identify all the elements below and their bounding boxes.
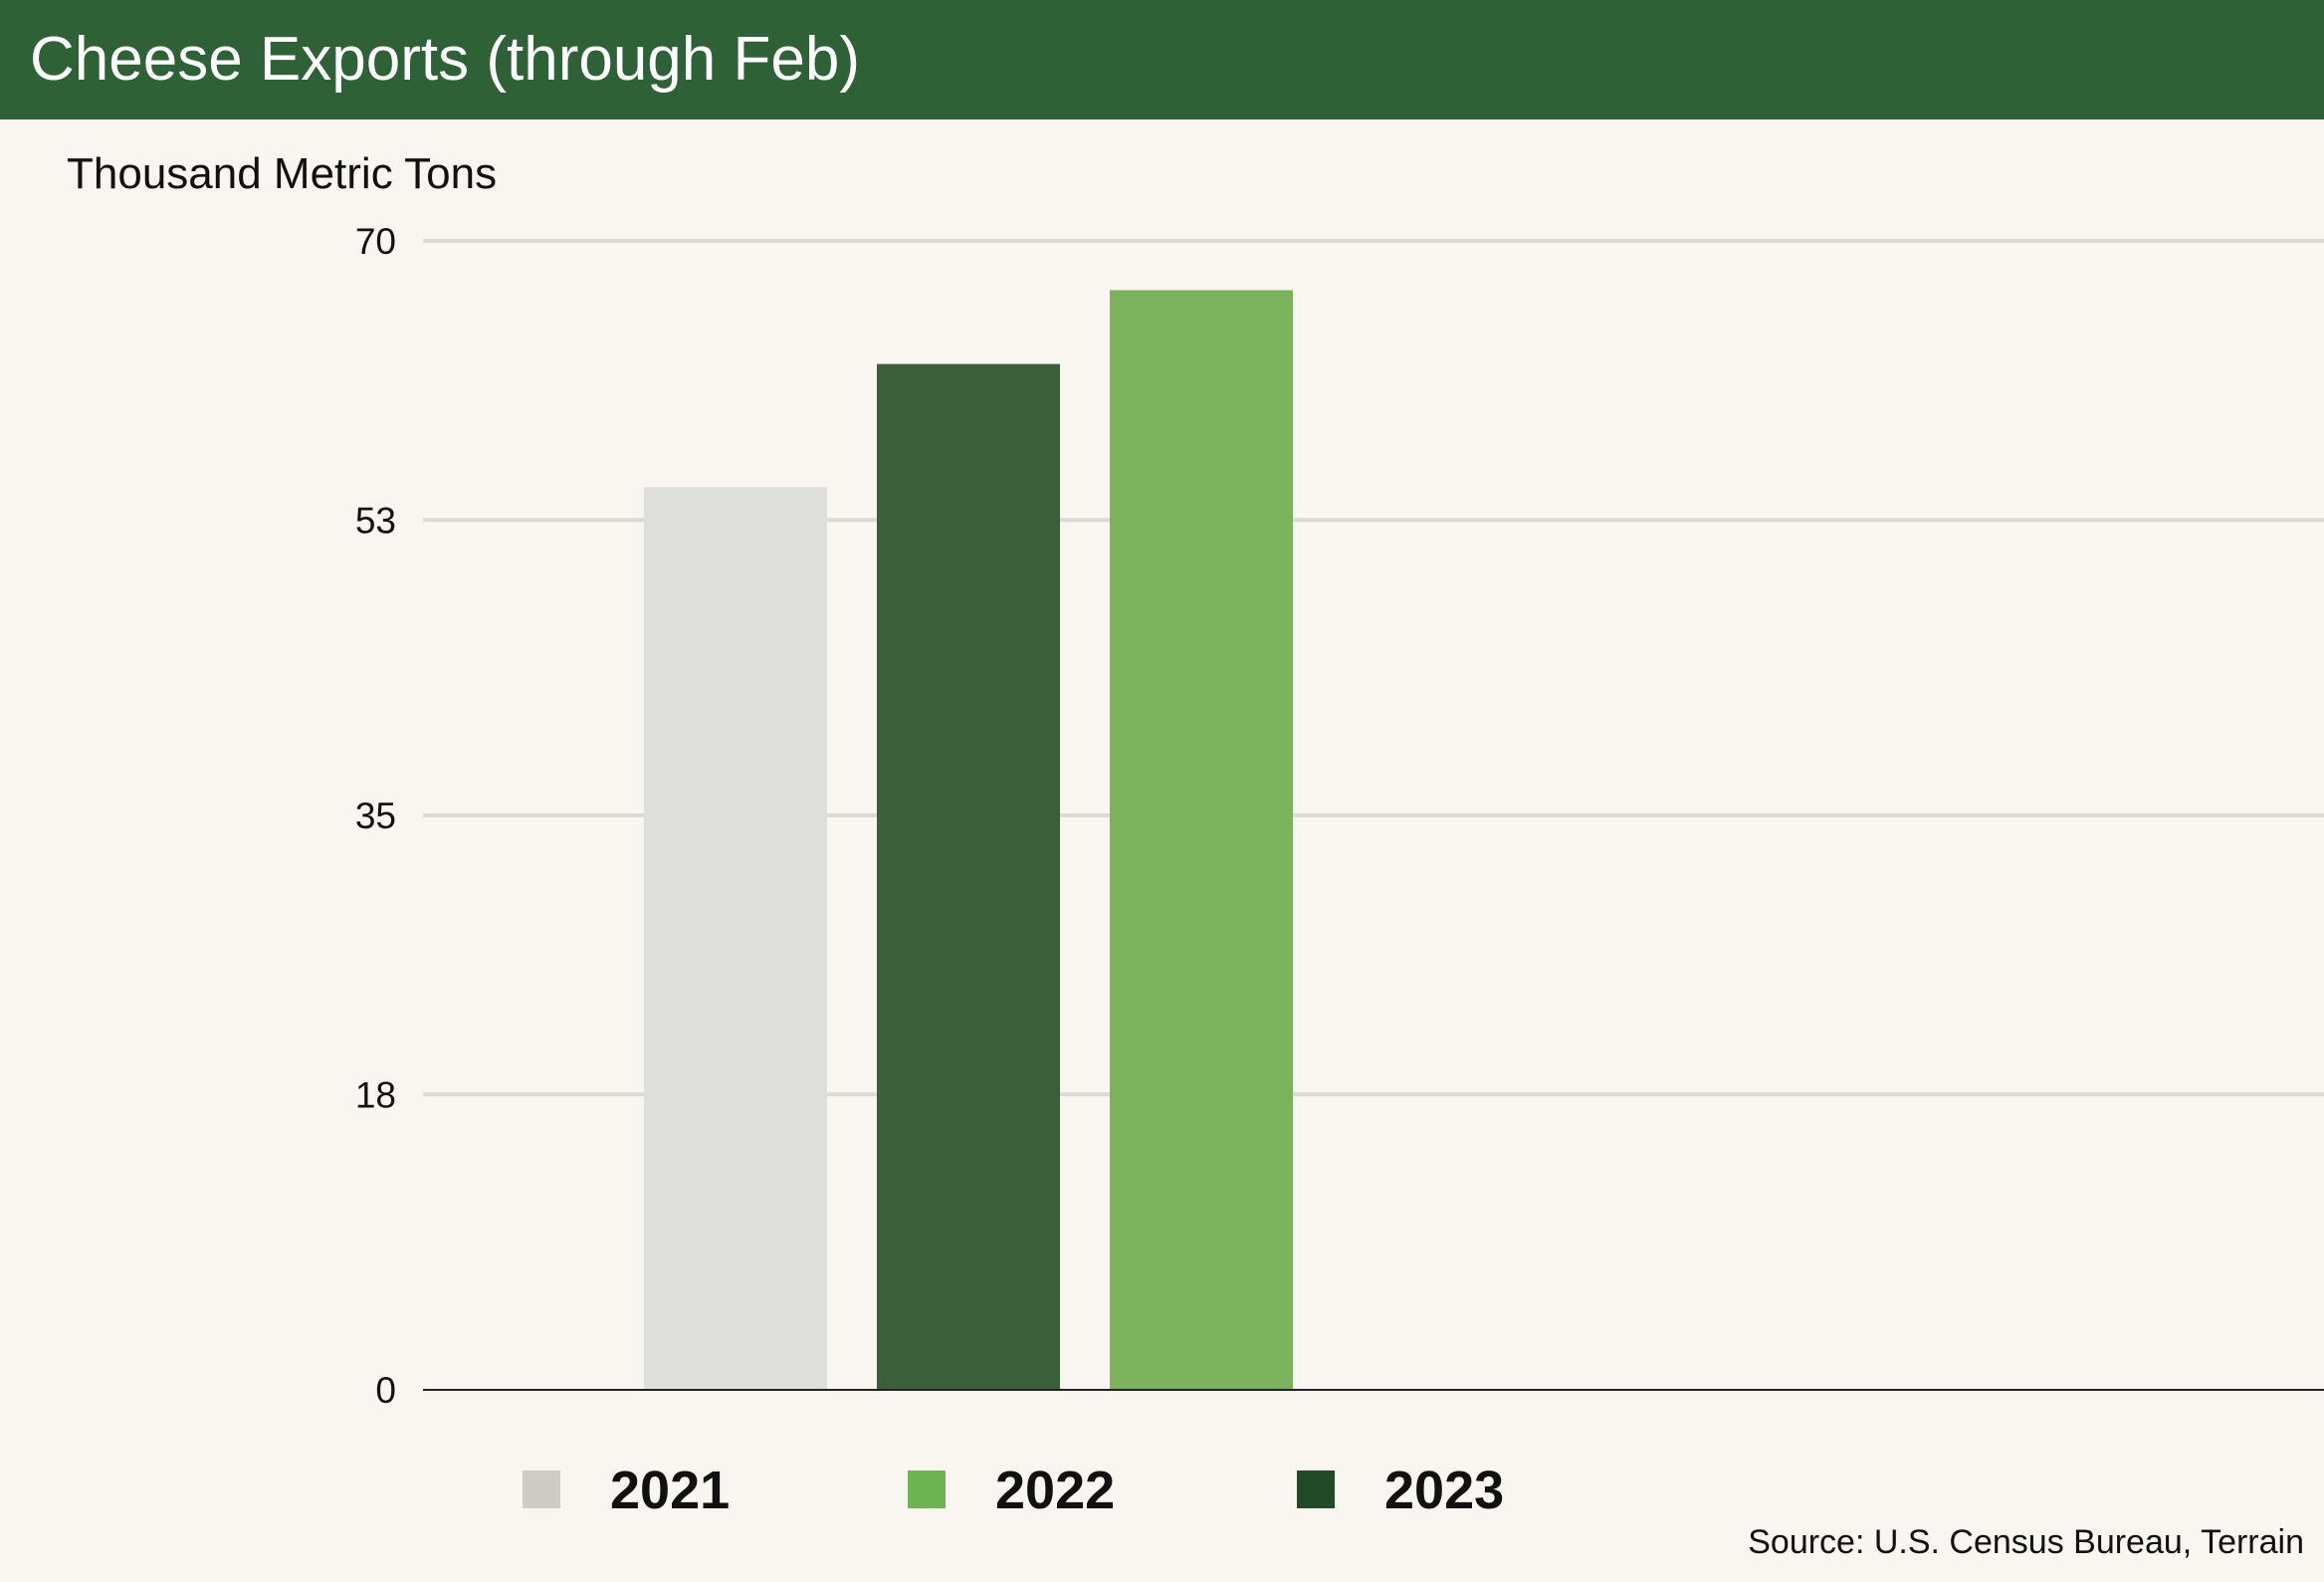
bar-2021 [644,487,827,1390]
y-tick-label: 0 [375,1370,396,1411]
legend-label-2021: 2021 [610,1461,730,1520]
y-tick-label: 70 [355,221,396,262]
legend-label-2022: 2022 [995,1461,1115,1520]
y-tick-label: 35 [355,795,396,836]
legend-label-2023: 2023 [1384,1461,1504,1520]
legend-swatch-2023 [1297,1470,1335,1508]
y-tick-label: 53 [355,500,396,541]
legend-swatch-2021 [523,1470,560,1508]
bar-2023 [877,363,1060,1391]
y-axis-label: Thousand Metric Tons [67,149,498,198]
legend-swatch-2022 [908,1470,946,1508]
y-tick-label: 18 [355,1074,396,1115]
bar-2022 [1110,290,1293,1390]
header-bar: Cheese Exports (through Feb) [0,0,2324,119]
source-note: Source: U.S. Census Bureau, Terrain [1748,1523,2304,1561]
chart-title: Cheese Exports (through Feb) [30,25,860,94]
